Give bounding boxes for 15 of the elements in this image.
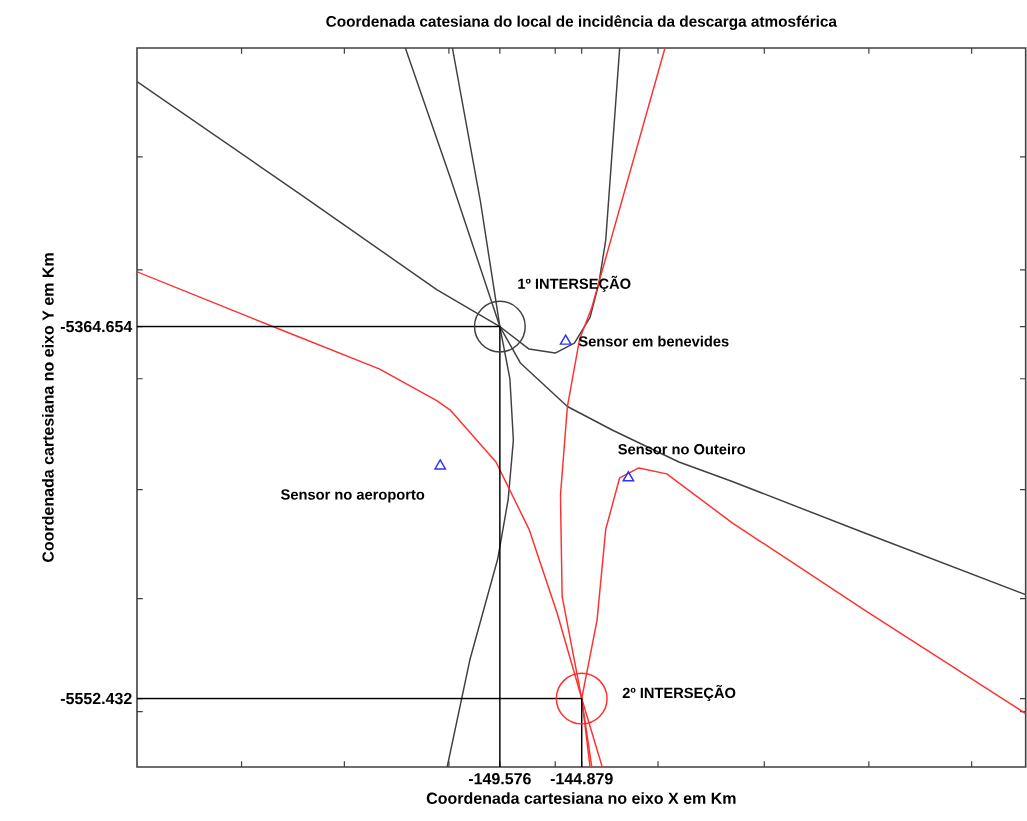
y-tick-label: -5364.654 <box>60 320 133 333</box>
point <box>434 459 447 470</box>
series-label: Sensor no aeroporto <box>281 489 425 503</box>
y-tick-label: -5552.432 <box>60 692 132 705</box>
point <box>622 471 635 482</box>
point <box>559 334 572 345</box>
x-axis-title: Coordenada cartesiana no eixo X em Km <box>426 792 736 804</box>
x-tick-label: -144.879 <box>550 773 613 785</box>
point <box>473 300 526 353</box>
x-tick-label: -149.576 <box>468 773 531 785</box>
annotation: 2º INTERSEÇÃO <box>622 684 736 701</box>
y-axis-title: Coordenada cartesiana no eixo Y em Km <box>42 253 54 563</box>
chart-title: Coordenada catesiana do local de incidência da descarga atmosférica <box>326 15 838 30</box>
point <box>555 672 608 725</box>
series-label: Sensor em benevides <box>578 335 729 347</box>
